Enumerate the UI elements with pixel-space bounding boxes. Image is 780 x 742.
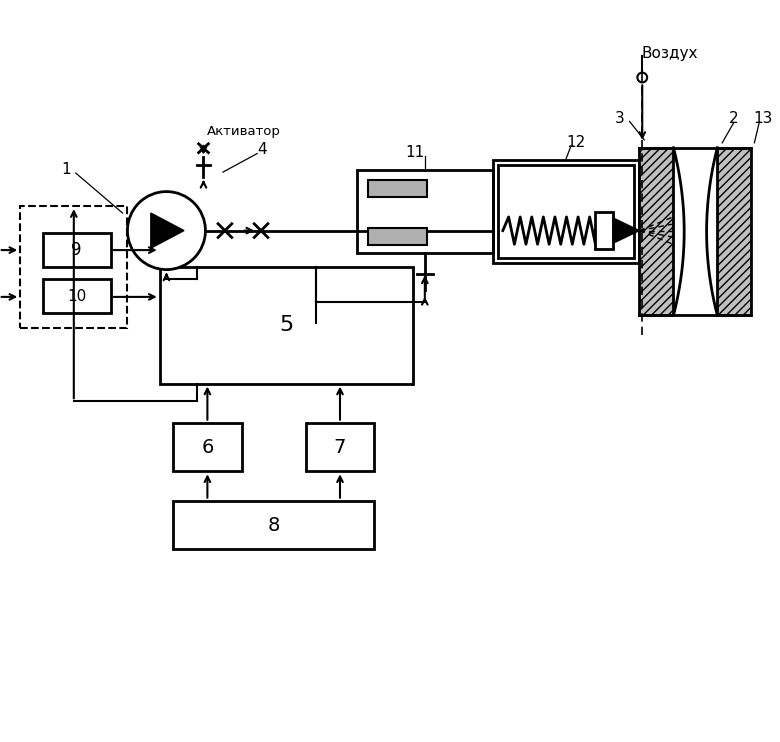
Polygon shape xyxy=(151,213,184,248)
Text: 7: 7 xyxy=(334,438,346,456)
Circle shape xyxy=(127,191,205,269)
Text: 13: 13 xyxy=(753,111,773,126)
Bar xyxy=(160,266,413,384)
Text: 4: 4 xyxy=(257,142,267,157)
Text: 8: 8 xyxy=(268,516,280,534)
Text: 3: 3 xyxy=(615,111,625,126)
Bar xyxy=(306,423,374,471)
Text: 6: 6 xyxy=(201,438,214,456)
Polygon shape xyxy=(613,218,640,243)
Text: Активатор: Активатор xyxy=(207,125,282,138)
Bar xyxy=(640,148,673,315)
Text: 10: 10 xyxy=(67,289,87,304)
Text: 2: 2 xyxy=(729,111,739,126)
Bar xyxy=(173,423,242,471)
Text: 9: 9 xyxy=(72,241,82,259)
Bar xyxy=(368,180,427,197)
Bar xyxy=(43,232,111,266)
Text: 11: 11 xyxy=(406,145,424,160)
Text: Воздух: Воздух xyxy=(641,46,698,61)
Bar xyxy=(173,501,374,549)
Bar xyxy=(718,148,751,315)
Bar xyxy=(595,212,613,249)
Bar xyxy=(493,160,640,263)
Bar xyxy=(368,228,427,245)
Polygon shape xyxy=(673,148,718,315)
Bar xyxy=(20,206,127,328)
Text: 12: 12 xyxy=(566,135,586,151)
Text: 1: 1 xyxy=(61,162,71,177)
Bar xyxy=(356,170,493,253)
Bar xyxy=(498,165,634,258)
Text: 5: 5 xyxy=(279,315,293,335)
Bar xyxy=(43,279,111,313)
